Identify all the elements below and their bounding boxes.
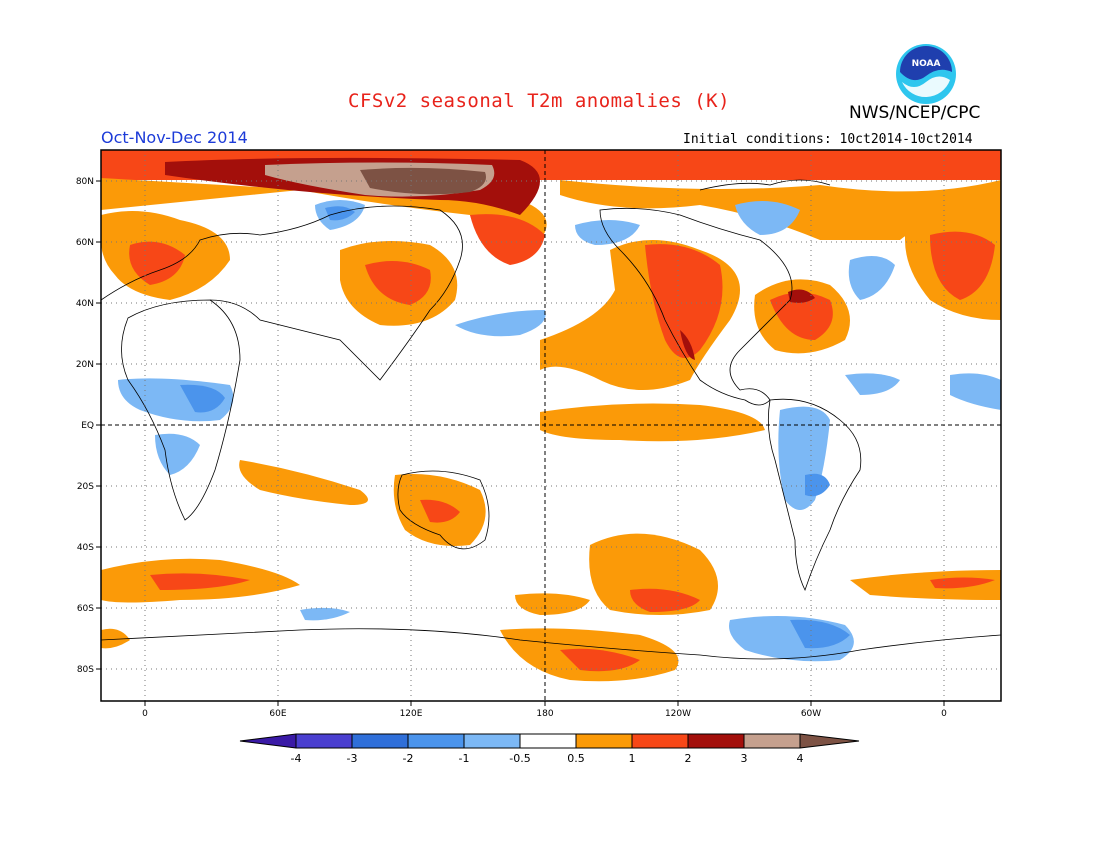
lon-label: 0 xyxy=(941,709,947,719)
lon-label: 120E xyxy=(400,709,423,719)
colorbar-label: -2 xyxy=(403,752,414,765)
lon-label: 0 xyxy=(142,709,148,719)
lon-label: 60E xyxy=(269,709,286,719)
colorbar-label: 1 xyxy=(629,752,636,765)
colorbar-label: 4 xyxy=(797,752,804,765)
logo-text: NOAA xyxy=(912,59,941,69)
colorbar-label: -1 xyxy=(459,752,470,765)
lat-labels: 80N 60N 40N 20N EQ 20S 40S 60S 80S xyxy=(76,177,94,675)
lat-label: 20N xyxy=(76,360,94,370)
lat-label: 40S xyxy=(77,543,94,553)
map-title: CFSv2 seasonal T2m anomalies (K) xyxy=(348,90,731,112)
lon-labels: 0 60E 120E 180 120W 60W 0 xyxy=(142,709,947,719)
axis-ticks xyxy=(96,180,945,706)
agency-label: NWS/NCEP/CPC xyxy=(849,103,981,123)
lon-label: 180 xyxy=(536,709,553,719)
colorbar-swatch xyxy=(688,734,744,748)
north-america-coastline xyxy=(599,207,793,406)
colorbar: -4 -3 -2 -1 -0.5 0.5 1 2 3 4 xyxy=(239,733,860,765)
colorbar-swatch xyxy=(520,734,576,748)
lon-label: 60W xyxy=(801,709,821,719)
colorbar-swatch xyxy=(464,734,520,748)
africa-coastline xyxy=(121,299,241,521)
colorbar-label: 0.5 xyxy=(567,752,585,765)
colorbar-label: -4 xyxy=(291,752,302,765)
lat-label: 80N xyxy=(76,177,94,187)
coastlines xyxy=(101,179,1001,660)
colorbar-swatch xyxy=(800,734,859,748)
colorbar-swatch xyxy=(352,734,408,748)
lat-label: 60S xyxy=(77,604,94,614)
antarctica-coastline xyxy=(101,628,1001,660)
colorbar-swatch xyxy=(632,734,688,748)
australia-coastline xyxy=(397,470,490,550)
colorbar-label: 2 xyxy=(685,752,692,765)
eurasia-coastline xyxy=(101,205,463,381)
siberia-max-anomaly xyxy=(360,167,486,195)
colorbar-swatch xyxy=(240,734,296,748)
lat-label: EQ xyxy=(81,421,94,431)
colorbar-swatch xyxy=(744,734,800,748)
colorbar-label: -0.5 xyxy=(509,752,530,765)
south-america-coastline xyxy=(767,398,862,592)
noaa-logo: NOAA xyxy=(896,44,956,104)
initial-conditions-label: Initial conditions: 10ct2014-10ct2014 xyxy=(683,132,973,147)
lat-label: 20S xyxy=(77,482,94,492)
cool-anomaly-north-pacific xyxy=(455,310,546,337)
tropical-pacific-warm xyxy=(540,403,765,442)
lat-label: 60N xyxy=(76,238,94,248)
lon-label: 120W xyxy=(665,709,691,719)
colorbar-label: -3 xyxy=(347,752,358,765)
season-label: Oct-Nov-Dec 2014 xyxy=(101,128,248,147)
colorbar-swatch xyxy=(296,734,352,748)
colorbar-label: 3 xyxy=(741,752,748,765)
colorbar-swatch xyxy=(576,734,632,748)
lat-label: 80S xyxy=(77,665,94,675)
lat-label: 40N xyxy=(76,299,94,309)
colorbar-swatch xyxy=(408,734,464,748)
